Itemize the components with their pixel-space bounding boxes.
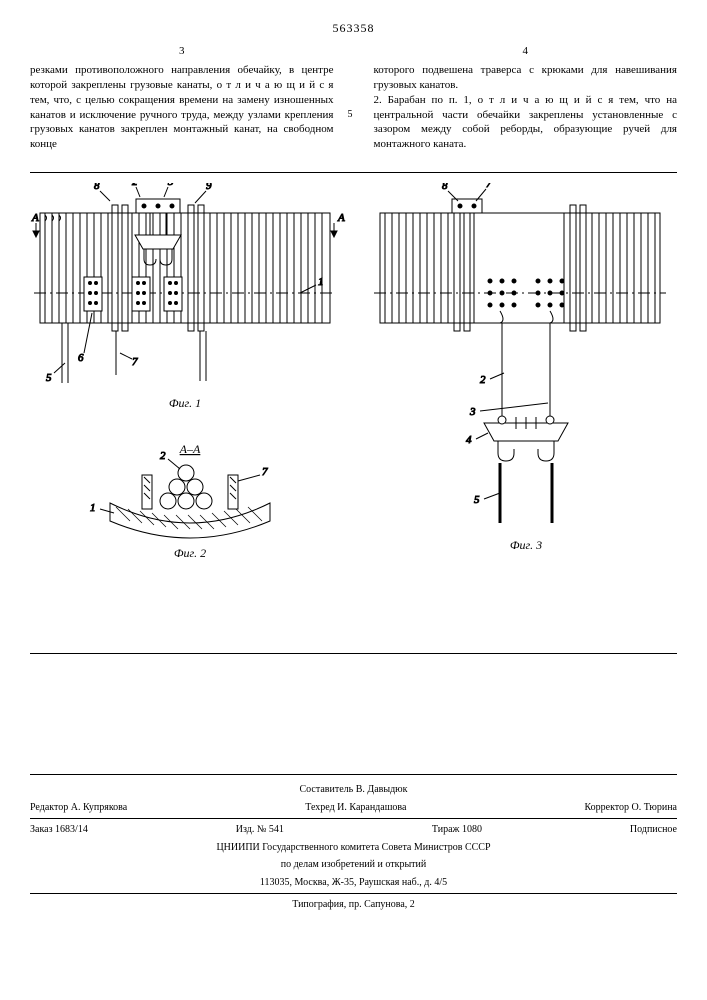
right-column: 4 которого подвешена траверса с крюками … <box>374 44 678 152</box>
text-columns: 3 резками противоположного направления о… <box>30 44 677 152</box>
fig3-label: Фиг. 3 <box>510 538 542 552</box>
footer-org2: по делам изобретений и открытий <box>30 856 677 874</box>
figures-svg: А А 8 2 3 9 <box>30 183 677 643</box>
footer-issue: Изд. № 541 <box>236 823 284 837</box>
svg-text:8: 8 <box>442 183 448 192</box>
footer-printer: Типография, пр. Сапунова, 2 <box>30 896 677 914</box>
svg-text:2: 2 <box>132 183 138 188</box>
figure-3: 8 7 2 3 4 5 Фиг. 3 <box>374 183 666 552</box>
right-col-text-1: которого подвешена траверса с крюками дл… <box>374 63 678 93</box>
svg-text:7: 7 <box>262 466 268 478</box>
svg-text:4: 4 <box>466 434 472 446</box>
footer-credits: Редактор А. Купрякова Техред И. Карандаш… <box>30 799 677 817</box>
footer-org1: ЦНИИПИ Государственного комитета Совета … <box>30 839 677 857</box>
footer-address: 113035, Москва, Ж-35, Раушская наб., д. … <box>30 874 677 892</box>
section-mark-a-right: А <box>337 212 345 224</box>
figures-block: А А 8 2 3 9 <box>30 172 677 654</box>
svg-text:5: 5 <box>474 494 480 506</box>
left-col-number: 3 <box>30 44 334 59</box>
footer-editor: Редактор А. Купрякова <box>30 801 127 815</box>
section-mark-a-left: А <box>31 212 39 224</box>
right-col-number: 4 <box>374 44 678 59</box>
fig2-label: Фиг. 2 <box>174 546 206 560</box>
figure-1: А А 8 2 3 9 <box>31 183 345 410</box>
svg-text:2: 2 <box>480 374 486 386</box>
footer-print-info: Заказ 1683/14 Изд. № 541 Тираж 1080 Подп… <box>30 821 677 839</box>
footer-order: Заказ 1683/14 <box>30 823 88 837</box>
svg-text:6: 6 <box>78 352 84 364</box>
section-aa-label: А–А <box>179 442 201 456</box>
svg-text:8: 8 <box>94 183 100 192</box>
footer-corrector: Корректор О. Тюрина <box>584 801 677 815</box>
svg-text:3: 3 <box>167 183 174 188</box>
svg-text:9: 9 <box>206 183 212 192</box>
right-col-text-2: 2. Барабан по п. 1, о т л и ч а ю щ и й … <box>374 93 678 152</box>
svg-text:7: 7 <box>486 183 492 190</box>
svg-text:3: 3 <box>469 406 476 418</box>
left-col-text: резками противоположного направления обе… <box>30 63 334 152</box>
left-column: 3 резками противоположного направления о… <box>30 44 334 152</box>
footer-tech-editor: Техред И. Карандашова <box>305 801 406 815</box>
document-number: 563358 <box>30 20 677 36</box>
footer-copies: Тираж 1080 <box>432 823 482 837</box>
fig1-label: Фиг. 1 <box>169 396 201 410</box>
svg-text:1: 1 <box>318 276 324 288</box>
svg-text:7: 7 <box>132 356 138 368</box>
svg-text:2: 2 <box>160 450 166 462</box>
footer-signed: Подписное <box>630 823 677 837</box>
svg-text:5: 5 <box>46 372 52 384</box>
svg-text:1: 1 <box>90 502 96 514</box>
footer-compiler: Составитель В. Давыдюк <box>30 781 677 799</box>
figure-2: А–А <box>90 442 270 560</box>
